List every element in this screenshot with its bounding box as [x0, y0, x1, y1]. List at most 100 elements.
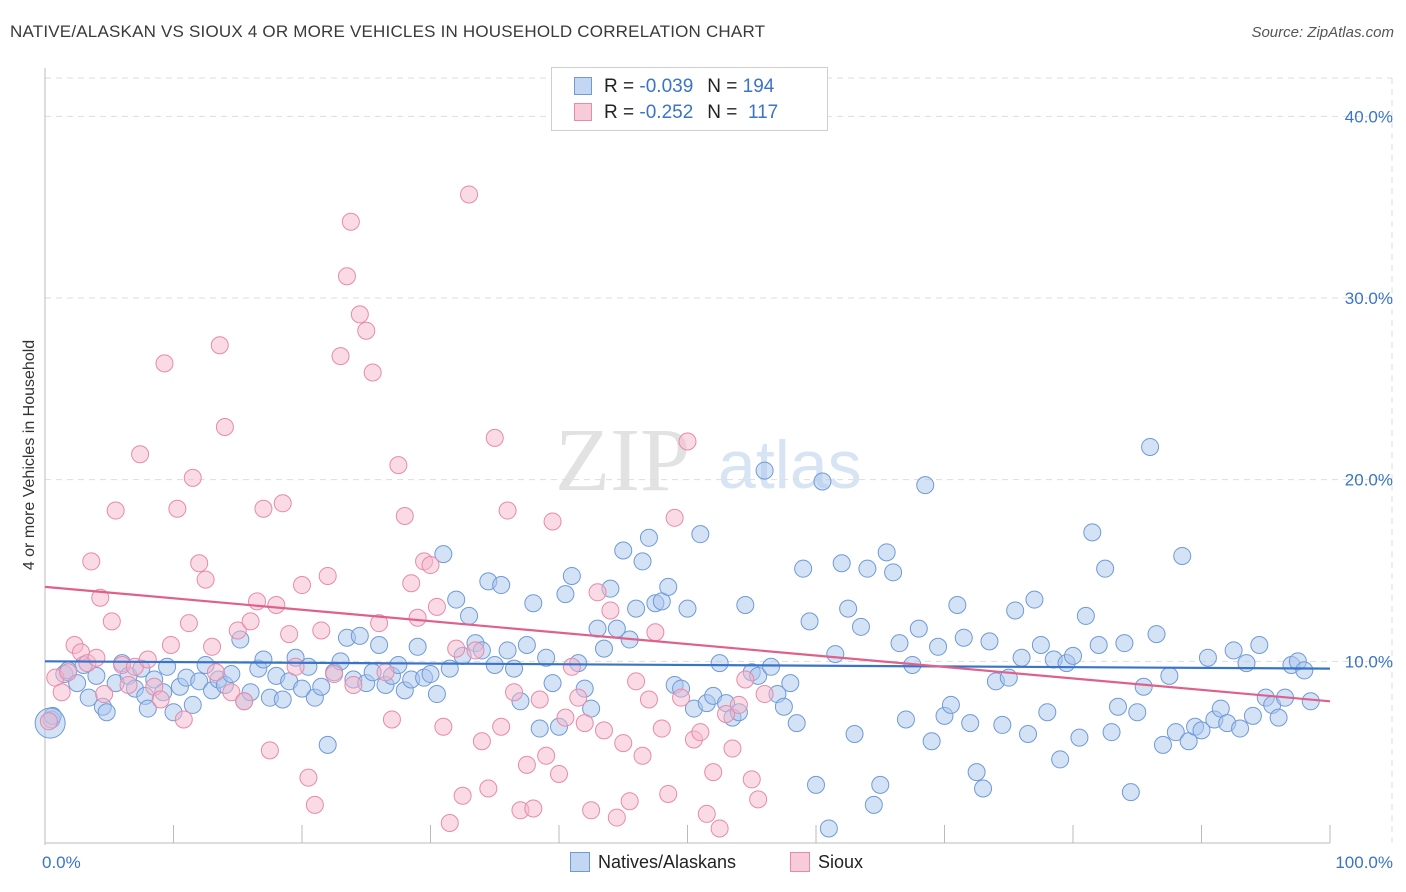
point-sioux [633, 746, 652, 765]
point-natives [517, 635, 536, 654]
point-natives [1198, 648, 1217, 667]
point-sioux [485, 428, 504, 447]
point-natives [1128, 703, 1147, 722]
point-sioux [736, 670, 755, 689]
point-sioux [155, 354, 174, 373]
x-tick-label-min: 0.0% [42, 853, 81, 872]
point-natives [787, 714, 806, 733]
point-sioux [691, 723, 710, 742]
legend-swatch-sioux [574, 103, 592, 121]
tick-labels: 10.0% 20.0% 30.0% 40.0% 0.0% 100.0% [42, 107, 1393, 872]
trend-line-natives [44, 660, 1331, 670]
point-sioux [39, 712, 58, 731]
bottom-swatch-sioux [790, 852, 810, 872]
watermark-atlas: atlas [718, 427, 862, 503]
point-sioux [293, 576, 311, 595]
point-natives [909, 619, 928, 638]
legend-r-label: R = [604, 102, 635, 123]
point-natives [1096, 559, 1115, 578]
point-natives [530, 719, 549, 738]
point-natives [1012, 648, 1031, 667]
point-sioux [659, 784, 678, 803]
point-natives [543, 674, 562, 693]
point-natives [1160, 666, 1179, 685]
point-natives [941, 695, 960, 714]
point-sioux [168, 499, 187, 518]
point-sioux [620, 792, 639, 811]
point-sioux [575, 714, 594, 733]
point-natives [1243, 706, 1262, 725]
point-natives [948, 596, 967, 615]
point-natives [974, 779, 993, 798]
point-sioux [697, 804, 716, 823]
point-sioux [228, 621, 247, 640]
point-natives [1070, 728, 1089, 747]
point-natives [1153, 735, 1172, 754]
point-natives [794, 559, 813, 578]
point-natives [755, 461, 774, 480]
point-natives [524, 594, 543, 613]
point-sioux [460, 185, 479, 204]
source-credit: Source: ZipAtlas.com [1251, 24, 1394, 41]
point-natives [851, 617, 870, 636]
point-natives [447, 590, 466, 609]
point-sioux [267, 596, 286, 615]
point-sioux [235, 692, 254, 711]
point-sioux [138, 650, 157, 669]
point-sioux [652, 719, 671, 738]
y-tick-label: 20.0% [1345, 471, 1393, 490]
point-natives [1250, 635, 1269, 654]
point-natives [916, 476, 935, 495]
point-natives [1166, 723, 1185, 742]
point-natives [839, 599, 858, 618]
point-natives [877, 543, 896, 562]
point-natives [845, 725, 864, 743]
point-natives [1089, 635, 1108, 654]
point-sioux [729, 695, 748, 714]
point-natives [1076, 606, 1095, 625]
point-sioux [627, 672, 646, 691]
point-sioux [723, 739, 742, 758]
point-natives [1141, 437, 1160, 456]
point-natives [929, 637, 948, 656]
point-natives [318, 735, 337, 754]
legend-r-value-sioux: -0.252 [639, 102, 694, 123]
point-sioux [395, 507, 414, 525]
point-sioux [210, 336, 229, 355]
chart-title: NATIVE/ALASKAN VS SIOUX 4 OR MORE VEHICL… [10, 22, 766, 41]
point-sioux [427, 597, 446, 616]
point-sioux [59, 663, 78, 682]
point-sioux [215, 417, 234, 436]
point-sioux [607, 808, 626, 827]
point-natives [97, 703, 116, 722]
point-sioux [280, 625, 299, 644]
point-natives [505, 659, 524, 678]
point-sioux [672, 688, 691, 707]
legend-n-label: N = [707, 76, 738, 97]
point-sioux [524, 799, 543, 818]
point-sioux [376, 663, 395, 682]
point-natives [659, 577, 678, 596]
point-sioux [408, 608, 427, 627]
point-sioux [95, 685, 114, 704]
point-natives [1102, 723, 1121, 742]
point-natives [293, 679, 311, 698]
point-natives [954, 628, 973, 647]
point-sioux [498, 501, 517, 520]
point-sioux [717, 705, 736, 724]
bottom-legend-sioux-label: Sioux [818, 852, 864, 872]
point-natives [633, 552, 652, 571]
point-natives [434, 545, 453, 564]
point-sioux [318, 566, 337, 585]
point-natives [562, 566, 581, 585]
point-sioux [434, 717, 453, 736]
bottom-legend-sioux: Sioux [790, 852, 863, 873]
point-natives [1064, 646, 1082, 665]
point-sioux [646, 623, 665, 642]
point-natives [312, 677, 331, 696]
point-natives [832, 554, 851, 573]
point-natives [884, 563, 903, 582]
point-sioux [203, 637, 222, 656]
point-sioux [196, 570, 215, 589]
point-sioux [530, 690, 549, 709]
